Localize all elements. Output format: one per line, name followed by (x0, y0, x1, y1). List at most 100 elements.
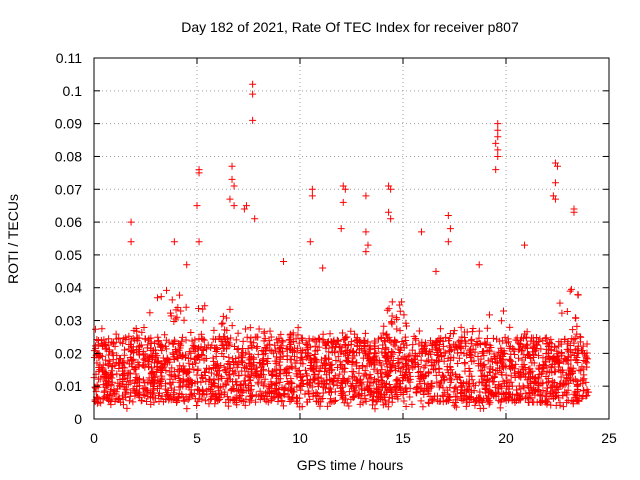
data-point (182, 336, 190, 344)
data-point (475, 334, 483, 342)
data-point (370, 342, 378, 350)
data-point (338, 390, 346, 398)
data-point (306, 343, 314, 351)
data-point (230, 202, 238, 210)
data-point (208, 341, 216, 349)
data-point (320, 338, 328, 346)
data-point (162, 357, 170, 365)
data-point (169, 350, 177, 358)
data-point (280, 257, 288, 265)
data-point (337, 225, 345, 233)
data-point (370, 354, 378, 362)
data-point (542, 334, 550, 342)
data-point (461, 387, 469, 395)
data-point (500, 364, 508, 372)
data-point (457, 323, 465, 331)
data-point (213, 346, 221, 354)
data-point (330, 338, 338, 346)
data-point (507, 372, 515, 380)
data-point (140, 376, 148, 384)
data-point (396, 301, 404, 309)
data-point (319, 362, 327, 370)
data-point (254, 378, 262, 386)
data-point (522, 389, 530, 397)
data-point (178, 338, 186, 346)
data-point (530, 359, 538, 367)
data-point (518, 356, 526, 364)
data-point (275, 334, 283, 342)
data-point (166, 379, 174, 387)
data-point (432, 267, 440, 275)
data-point (437, 334, 445, 342)
data-point (336, 370, 344, 378)
data-point (514, 391, 522, 399)
data-point (477, 396, 485, 404)
data-point (370, 365, 378, 373)
data-point (107, 401, 115, 409)
data-point (313, 390, 321, 398)
data-point (397, 386, 405, 394)
data-point (177, 307, 185, 315)
data-point (447, 378, 455, 386)
data-point (334, 337, 342, 345)
data-point (176, 291, 184, 299)
data-point (163, 286, 171, 294)
data-point (271, 357, 279, 365)
data-point (569, 348, 577, 356)
data-point (394, 360, 402, 368)
data-point (312, 388, 320, 396)
data-point (210, 326, 218, 334)
data-point (582, 378, 590, 386)
data-point (349, 384, 357, 392)
data-point (419, 403, 427, 411)
data-point (399, 377, 407, 385)
data-point (340, 376, 348, 384)
data-point (583, 359, 591, 367)
data-point (212, 344, 220, 352)
data-point (228, 162, 236, 170)
data-point (205, 385, 213, 393)
y-tick-label: 0.11 (56, 50, 82, 66)
data-point (334, 363, 342, 371)
data-point (498, 317, 506, 325)
data-point (409, 341, 417, 349)
data-point (125, 369, 133, 377)
data-point (518, 393, 526, 401)
data-point (475, 359, 483, 367)
data-point (413, 383, 421, 391)
data-point (175, 375, 183, 383)
data-point (534, 386, 542, 394)
data-point (514, 354, 522, 362)
data-point (536, 335, 544, 343)
data-point (527, 394, 535, 402)
data-point (232, 336, 240, 344)
data-point (218, 350, 226, 358)
data-point (556, 399, 564, 407)
data-point (293, 348, 301, 356)
data-point (123, 404, 131, 412)
data-point (574, 358, 582, 366)
data-point (499, 377, 507, 385)
data-point (250, 362, 258, 370)
data-point (435, 358, 443, 366)
data-point (176, 344, 184, 352)
data-point (250, 354, 258, 362)
data-point (460, 328, 468, 336)
data-point (385, 393, 393, 401)
data-point (145, 363, 153, 371)
data-point (335, 344, 343, 352)
data-point (434, 346, 442, 354)
data-point (182, 393, 190, 401)
data-point (403, 341, 411, 349)
data-point (492, 139, 500, 147)
data-point (579, 387, 587, 395)
data-point (228, 322, 236, 330)
data-point (206, 376, 214, 384)
data-point (131, 392, 139, 400)
data-point (321, 354, 329, 362)
data-point (545, 368, 553, 376)
data-point (102, 356, 110, 364)
data-point (419, 387, 427, 395)
data-point (403, 365, 410, 373)
data-point (567, 285, 575, 293)
